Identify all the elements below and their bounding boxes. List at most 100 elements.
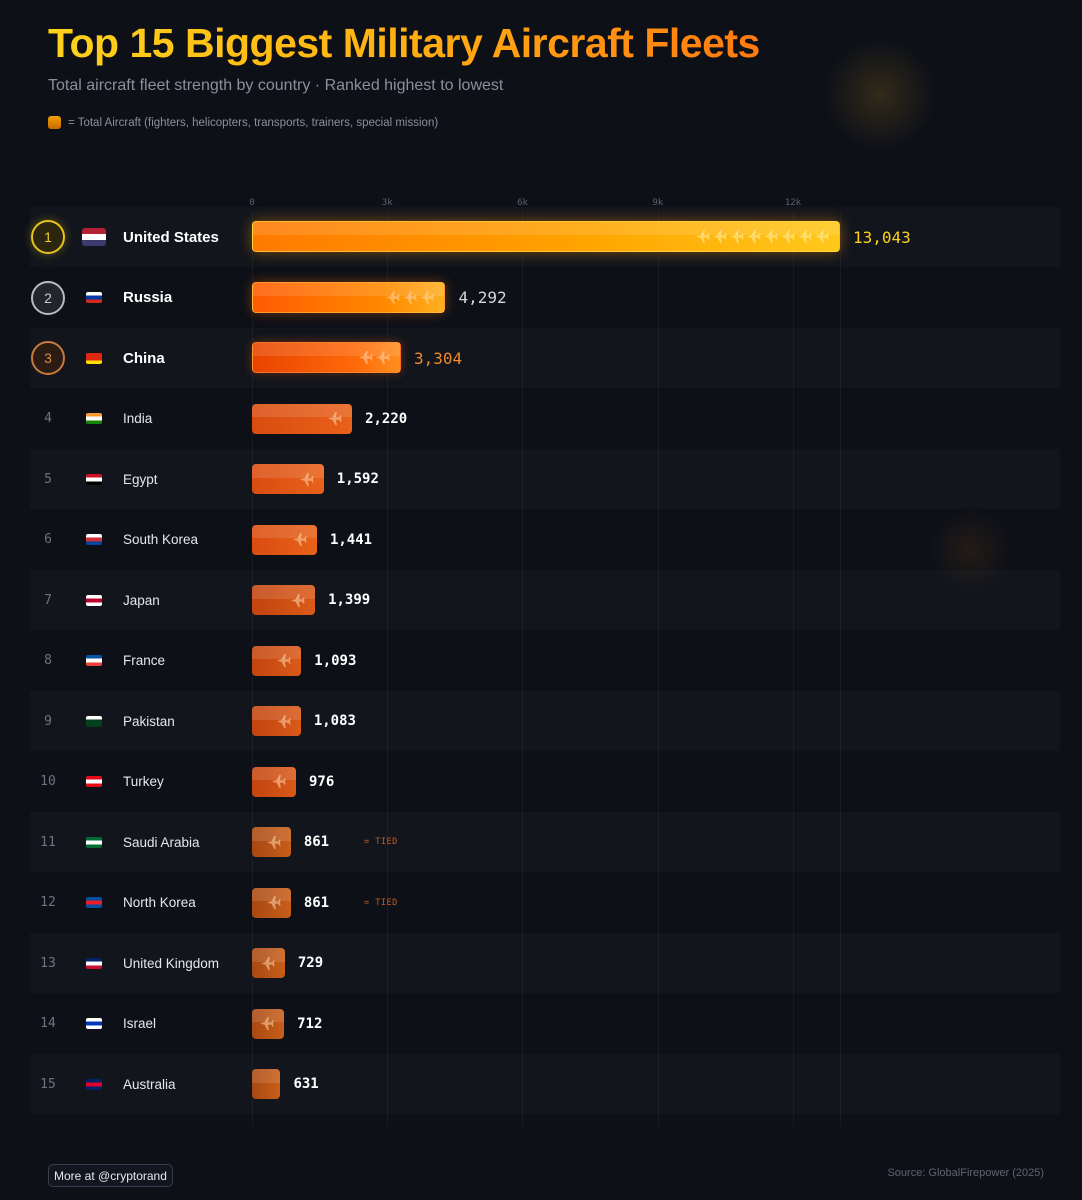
flag-icon — [82, 268, 106, 328]
rank-label: 12 — [40, 895, 56, 910]
rank-label: 11 — [40, 834, 56, 850]
value-label: 729 — [297, 955, 324, 971]
bar — [252, 464, 324, 494]
decorative-glow — [925, 510, 1015, 590]
jet-icon — [729, 229, 744, 244]
credit-link[interactable]: More at @cryptorand — [48, 1164, 173, 1187]
gridline — [792, 212, 794, 1127]
jet-icons — [276, 706, 291, 736]
jet-icon — [763, 229, 778, 244]
country-name: North Korea — [123, 895, 196, 910]
chart-row: 8 France 1,093 — [30, 631, 1060, 691]
legend: = Total Aircraft (fighters, helicopters,… — [48, 116, 438, 129]
country-name: United Kingdom — [123, 955, 220, 971]
rank-label: 13 — [40, 955, 56, 971]
country-name: France — [123, 653, 166, 668]
gridline — [657, 212, 659, 1127]
legend-label: = Total Aircraft (fighters, helicopters,… — [68, 116, 439, 129]
flag-icon — [82, 691, 106, 751]
jet-icon — [266, 895, 281, 910]
jet-icons — [266, 827, 281, 857]
x-tick-label: 3k — [381, 198, 393, 208]
country-name: Australia — [123, 1076, 176, 1092]
tied-badge: = TIED — [364, 897, 398, 908]
jet-icon — [291, 593, 305, 607]
jet-icons — [327, 404, 342, 434]
flag-icon — [82, 389, 106, 449]
jet-icons — [290, 585, 305, 615]
value-label: 1,093 — [314, 652, 357, 669]
chart-row: 12 North Korea 861 = TIED — [30, 873, 1060, 933]
jet-icons — [276, 646, 291, 676]
bar — [252, 585, 316, 615]
chart-row: 15 Australia 631 — [30, 1054, 1060, 1114]
chart-row: 5 Egypt 1,592 — [30, 449, 1060, 509]
jet-icon — [375, 350, 390, 365]
bar — [252, 221, 840, 252]
x-tick-label: 0 — [249, 198, 255, 208]
value-label: 13,043 — [853, 227, 911, 247]
jet-icon — [712, 229, 727, 244]
chart-row: 1 United States 13,043 — [30, 207, 1060, 267]
rank-label: 8 — [44, 653, 52, 668]
rank-label: 6 — [44, 532, 52, 547]
flag-icon — [82, 752, 106, 812]
chart-row: 2 Russia 4,292 — [30, 268, 1060, 328]
flag-icon — [82, 812, 106, 872]
x-tick-label: 12k — [784, 198, 802, 208]
jet-icon — [299, 472, 314, 486]
rank-label: 5 — [44, 471, 52, 487]
bar — [252, 706, 301, 736]
jet-icon — [797, 229, 812, 244]
jet-icon — [780, 229, 795, 244]
source-note: Source: GlobalFirepower (2025) — [887, 1167, 1044, 1179]
chart-row: 6 South Korea 1,441 — [30, 510, 1060, 570]
country-name: Egypt — [123, 471, 158, 487]
tied-badge: = TIED — [364, 837, 398, 847]
flag-icon — [82, 328, 106, 388]
jet-icons — [695, 222, 829, 251]
jet-icons — [260, 948, 275, 978]
chart-row: 14 Israel 712 — [30, 994, 1060, 1054]
country-name: Saudi Arabia — [123, 834, 200, 850]
jet-icons — [385, 283, 435, 312]
value-label: 2,220 — [365, 410, 408, 427]
jet-icon — [328, 411, 342, 426]
flag-icon — [82, 570, 106, 630]
chart-row: 9 Pakistan 1,083 — [30, 691, 1060, 751]
bar — [252, 766, 296, 797]
jet-icon — [746, 229, 761, 244]
country-name: South Korea — [123, 532, 199, 547]
jet-icon — [386, 290, 401, 304]
country-name: Japan — [123, 592, 160, 608]
value-label: 861 — [303, 894, 330, 911]
chart-row: 11 Saudi Arabia 861 = TIED — [30, 812, 1060, 872]
gridline — [840, 212, 841, 1127]
value-label: 1,083 — [313, 713, 356, 729]
chart-row: 7 Japan 1,399 — [30, 570, 1060, 630]
country-name: Russia — [123, 289, 173, 306]
jet-icon — [814, 229, 829, 244]
jet-icons — [299, 464, 314, 494]
jet-icon — [358, 350, 373, 365]
chart-row: 10 Turkey 976 — [30, 752, 1060, 812]
chart-row: 3 China 3,304 — [30, 328, 1060, 388]
bar — [252, 524, 317, 555]
bar — [252, 645, 302, 676]
value-label: 1,399 — [328, 592, 371, 608]
value-label: 631 — [293, 1076, 319, 1092]
value-label: 1,592 — [336, 471, 379, 487]
bar — [252, 403, 353, 434]
value-label: 1,441 — [329, 531, 373, 548]
bar — [252, 342, 401, 373]
flag-icon — [82, 933, 106, 993]
decorative-glow — [820, 40, 940, 150]
flag-icon — [82, 873, 106, 933]
value-label: 861 — [303, 834, 330, 850]
jet-icon — [260, 956, 275, 970]
value-label: 4,292 — [458, 288, 507, 307]
jet-icon — [403, 290, 418, 304]
bar — [252, 1008, 285, 1039]
jet-icon — [277, 653, 291, 668]
jet-icon — [695, 229, 710, 244]
